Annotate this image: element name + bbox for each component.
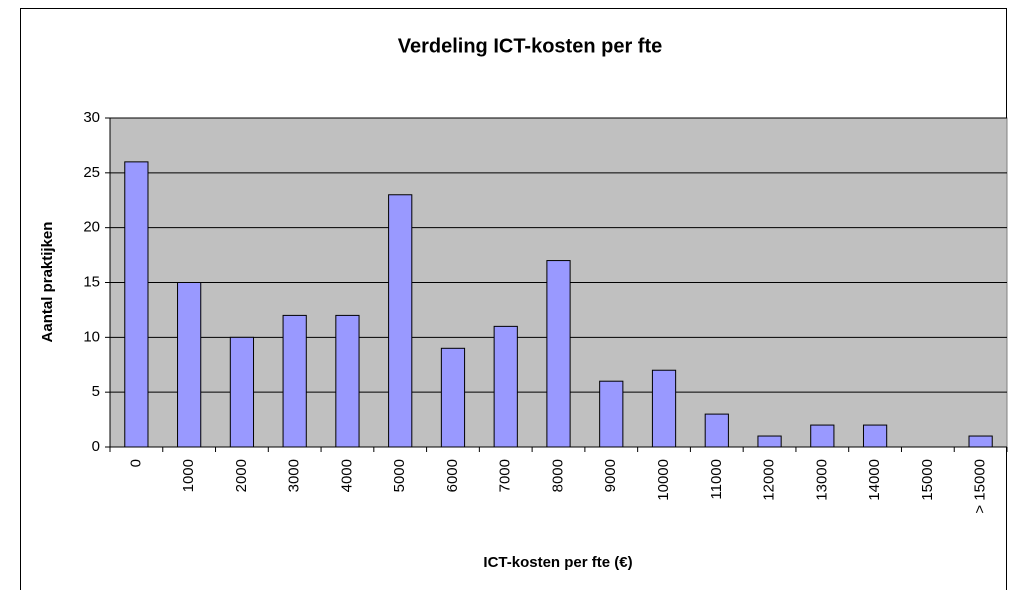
x-tick-label: 11000: [708, 459, 725, 500]
bar: [282, 314, 307, 448]
y-tick-label: 25: [83, 164, 100, 181]
bar: [388, 194, 413, 448]
bar: [862, 424, 888, 448]
bar: [757, 435, 782, 448]
x-tick-label: 8000: [549, 459, 566, 492]
y-tick-label: 5: [92, 383, 100, 400]
y-tick-label: 0: [92, 438, 100, 455]
bar: [177, 282, 202, 448]
x-tick-label: 7000: [497, 459, 514, 492]
bar: [968, 435, 993, 448]
bar: [440, 347, 466, 448]
bar: [810, 424, 835, 448]
bar: [493, 325, 518, 448]
y-tick-label: 10: [83, 328, 100, 345]
x-tick-label: > 15000: [972, 459, 989, 514]
x-tick-label: 0: [127, 459, 144, 467]
y-tick-label: 30: [83, 109, 100, 126]
chart-title: Verdeling ICT-kosten per fte: [398, 35, 663, 57]
bar: [124, 161, 149, 448]
x-tick-label: 13000: [813, 459, 830, 501]
y-tick-label: 15: [83, 273, 100, 290]
x-tick-label: 10000: [655, 459, 672, 501]
bar: [229, 336, 255, 448]
x-tick-label: 1000: [180, 459, 197, 492]
x-tick-label: 14000: [866, 459, 883, 501]
x-tick-label: 12000: [761, 459, 778, 501]
x-tick-label: 6000: [444, 459, 461, 492]
x-axis-title: ICT-kosten per fte (€): [483, 554, 632, 571]
bar: [599, 380, 624, 448]
bar: [546, 260, 571, 448]
y-tick-label: 20: [83, 219, 100, 236]
x-tick-label: 3000: [286, 459, 303, 492]
bar: [704, 413, 729, 448]
x-tick-label: 2000: [233, 459, 250, 492]
bar: [651, 369, 677, 448]
bar: [335, 314, 360, 448]
x-tick-label: 4000: [338, 459, 355, 492]
x-tick-label: 5000: [391, 459, 408, 492]
x-tick-label: 15000: [919, 459, 936, 501]
y-axis-title: Aantal praktijken: [39, 222, 56, 343]
x-tick-label: 9000: [602, 459, 619, 492]
